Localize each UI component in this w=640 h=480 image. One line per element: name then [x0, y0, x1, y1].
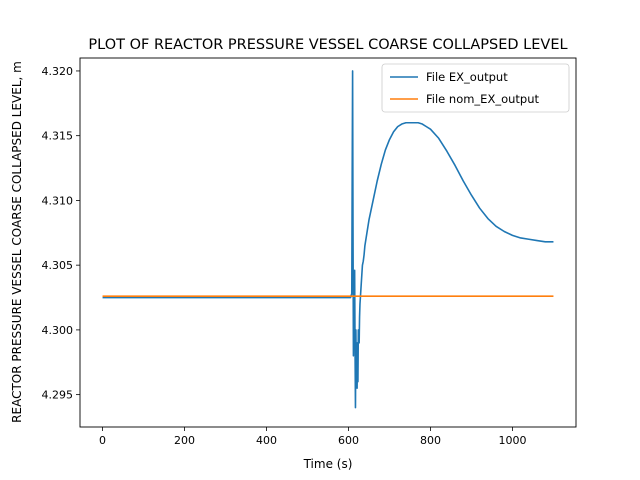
y-tick-label: 4.305 [42, 259, 74, 272]
legend-box [381, 63, 570, 113]
x-tick-label: 400 [256, 434, 277, 447]
legend-label-1: File EX_output [426, 70, 508, 84]
x-axis-label: Time (s) [303, 457, 353, 471]
series-line-1 [102, 70, 554, 409]
y-axis-label: REACTOR PRESSURE VESSEL COARSE COLLAPSED… [10, 61, 24, 423]
x-tick-label: 200 [174, 434, 195, 447]
x-axis-ticks: 0 200 400 600 800 1000 [99, 427, 526, 447]
x-tick-label: 1000 [498, 434, 526, 447]
y-tick-label: 4.320 [42, 65, 74, 78]
legend-label-2: File nom_EX_output [426, 92, 539, 106]
chart-title: PLOT OF REACTOR PRESSURE VESSEL COARSE C… [88, 37, 567, 53]
x-tick-label: 800 [420, 434, 441, 447]
y-tick-label: 4.315 [42, 130, 74, 143]
y-tick-label: 4.310 [42, 194, 74, 207]
y-axis-ticks: 4.295 4.300 4.305 4.310 4.315 4.320 [42, 65, 80, 402]
series-layer [102, 70, 554, 409]
legend: File EX_output File nom_EX_output [381, 63, 570, 113]
y-tick-label: 4.300 [42, 324, 74, 337]
y-tick-label: 4.295 [42, 389, 74, 402]
x-tick-label: 600 [338, 434, 359, 447]
x-tick-label: 0 [99, 434, 106, 447]
plot-frame [79, 57, 577, 428]
